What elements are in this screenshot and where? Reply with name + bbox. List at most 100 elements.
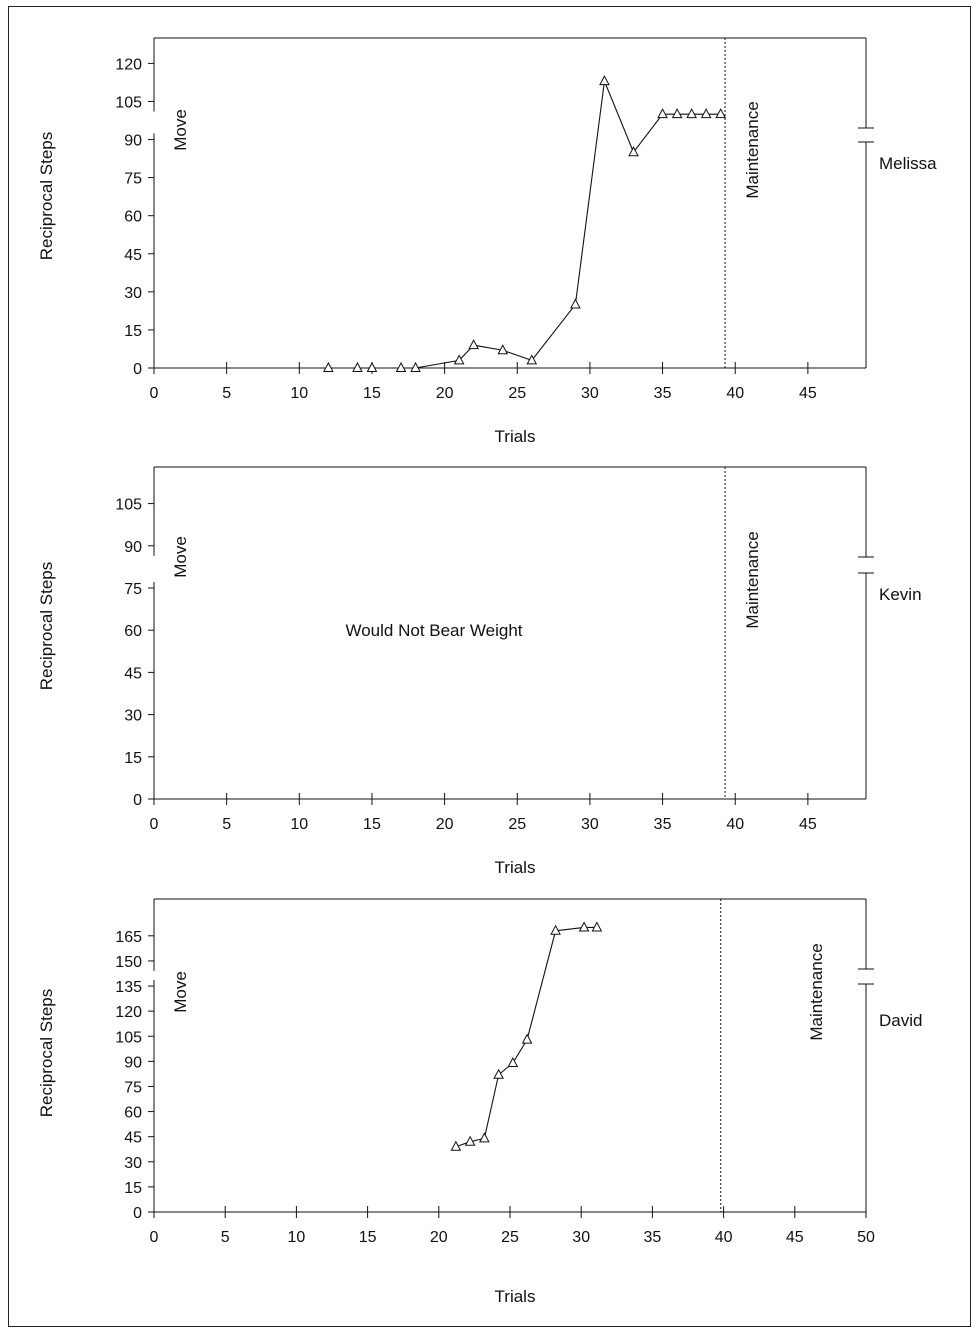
y-tick-label: 0 <box>133 361 142 378</box>
participant-name: David <box>879 1011 922 1030</box>
data-point-triangle <box>323 361 334 372</box>
data-point-triangle <box>468 339 480 350</box>
y-tick-label: 0 <box>133 792 142 809</box>
y-tick-label: 45 <box>124 665 142 682</box>
x-tick-label: 30 <box>581 816 599 833</box>
participant-name: Kevin <box>879 585 922 604</box>
x-tick-label: 15 <box>363 816 381 833</box>
x-axis-label: Trials <box>495 858 536 877</box>
y-tick-label: 90 <box>124 133 142 150</box>
x-tick-label: 45 <box>799 816 817 833</box>
x-axis-label: Trials <box>495 1287 536 1306</box>
data-point-triangle <box>686 108 697 119</box>
chart-panel-david: 0 15 30 45 60 75 90 105 120 135 150 165 0 5 10 15 20 25 30… <box>37 898 922 1306</box>
y-axis-label: Reciprocal Steps <box>37 132 56 261</box>
y-tick-label: 75 <box>124 171 142 188</box>
x-tick-label: 50 <box>857 1229 875 1246</box>
data-point-triangle <box>657 108 668 119</box>
y-tick-label: 120 <box>115 56 142 73</box>
y-tick-label: 165 <box>115 929 142 946</box>
y-tick-label: 30 <box>124 708 142 725</box>
phase-label-move: Move <box>171 536 190 578</box>
x-tick-label: 40 <box>726 816 744 833</box>
data-point-triangle <box>450 1140 462 1151</box>
y-tick-label: 30 <box>124 285 142 302</box>
data-point-triangle <box>507 1056 519 1068</box>
y-tick-label: 75 <box>124 1079 142 1096</box>
x-tick-label: 5 <box>221 1229 230 1246</box>
y-tick-label: 15 <box>124 323 142 340</box>
x-tick-label: 0 <box>150 385 159 402</box>
x-tick-label: 40 <box>726 385 744 402</box>
y-tick-label: 135 <box>115 979 142 996</box>
phase-label-maintenance: Maintenance <box>743 531 762 628</box>
data-point-triangle <box>352 361 363 372</box>
y-tick-label: 45 <box>124 247 142 264</box>
y-tick-label: 90 <box>124 539 142 556</box>
data-point-triangle <box>479 1132 490 1143</box>
x-tick-label: 25 <box>501 1229 519 1246</box>
data-point-triangle <box>599 75 610 86</box>
x-tick-label: 30 <box>581 385 599 402</box>
data-point-triangle <box>550 924 561 935</box>
x-tick-label: 30 <box>572 1229 590 1246</box>
data-point-triangle <box>453 354 465 365</box>
y-tick-label: 0 <box>133 1205 142 1222</box>
x-tick-label: 20 <box>436 385 454 402</box>
data-point-triangle <box>493 1068 504 1079</box>
x-tick-label: 35 <box>654 816 672 833</box>
chart-panel-melissa: 0 15 30 45 60 75 90 105 120 0 5 10 15 20 25 30 35 40 45 Rec… <box>37 37 937 446</box>
x-tick-label: 10 <box>290 385 308 402</box>
data-point-triangle <box>715 108 727 119</box>
x-tick-label: 5 <box>222 385 231 402</box>
x-tick-label: 20 <box>436 816 454 833</box>
y-tick-label: 60 <box>124 209 142 226</box>
x-tick-label: 10 <box>290 816 308 833</box>
x-tick-label: 5 <box>222 816 231 833</box>
series-line <box>328 79 721 369</box>
participant-name: Melissa <box>879 154 937 173</box>
chart-panel-kevin: 0 15 30 45 60 75 90 105 0 5 10 15 20 25 30 35 40 45 Recipr… <box>37 466 922 877</box>
x-tick-label: 40 <box>715 1229 733 1246</box>
phase-label-maintenance: Maintenance <box>807 943 826 1040</box>
y-tick-label: 45 <box>124 1130 142 1147</box>
data-point-triangle <box>526 354 538 365</box>
x-tick-label: 45 <box>799 385 817 402</box>
y-tick-label: 105 <box>115 94 142 111</box>
y-tick-label: 75 <box>124 581 142 598</box>
y-tick-label: 30 <box>124 1155 142 1172</box>
x-tick-label: 45 <box>786 1229 804 1246</box>
y-axis-label: Reciprocal Steps <box>37 562 56 691</box>
x-tick-label: 25 <box>508 816 526 833</box>
x-tick-label: 0 <box>150 816 159 833</box>
x-tick-label: 15 <box>363 385 381 402</box>
data-point-triangle <box>464 1135 476 1146</box>
x-tick-label: 15 <box>359 1229 377 1246</box>
y-tick-label: 60 <box>124 623 142 640</box>
annotation-text: Would Not Bear Weight <box>345 621 522 640</box>
phase-label-move: Move <box>171 109 190 151</box>
x-tick-label: 0 <box>150 1229 159 1246</box>
y-tick-label: 150 <box>115 954 142 971</box>
y-tick-label: 60 <box>124 1105 142 1122</box>
figure-frame <box>8 6 971 1327</box>
x-axis-label: Trials <box>495 427 536 446</box>
y-tick-label: 15 <box>124 1180 142 1197</box>
y-tick-label: 120 <box>115 1004 142 1021</box>
y-tick-label: 105 <box>115 1029 142 1046</box>
y-tick-label: 15 <box>124 750 142 767</box>
y-tick-label: 90 <box>124 1054 142 1071</box>
phase-label-maintenance: Maintenance <box>743 101 762 198</box>
data-point-triangle <box>395 361 407 372</box>
phase-label-move: Move <box>171 971 190 1013</box>
data-point-triangle <box>366 361 378 372</box>
data-point-triangle <box>700 108 712 119</box>
y-axis-label: Reciprocal Steps <box>37 989 56 1118</box>
data-point-triangle <box>410 361 421 372</box>
x-tick-label: 35 <box>644 1229 662 1246</box>
data-point-triangle <box>671 108 683 119</box>
data-point-triangle <box>521 1033 533 1044</box>
data-point-triangle <box>578 921 590 932</box>
x-tick-label: 25 <box>508 385 526 402</box>
